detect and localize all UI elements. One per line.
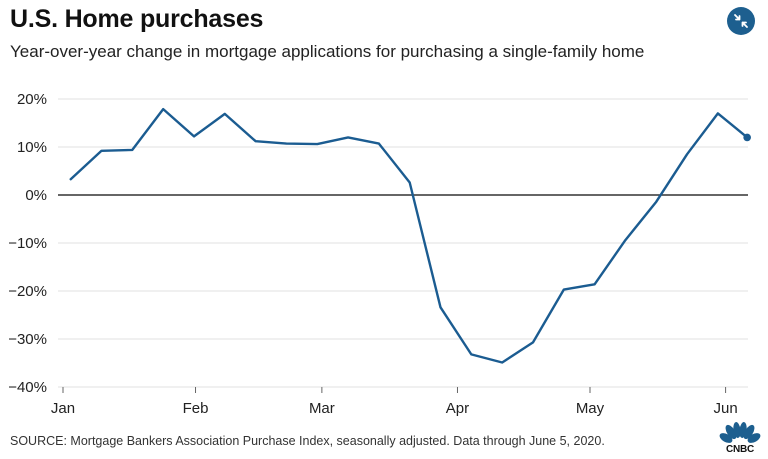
x-tick-label: Jun — [713, 400, 737, 417]
cnbc-logo: CNBC — [715, 422, 765, 456]
x-axis: Jan Feb Mar Apr May Jun — [51, 387, 738, 417]
x-tick-label: May — [576, 400, 605, 417]
x-tick-label: Apr — [446, 400, 469, 417]
collapse-arrows-icon — [734, 14, 748, 28]
y-tick-label: 20% — [17, 91, 47, 108]
y-tick-label: −40% — [8, 379, 47, 396]
y-tick-label: 0% — [25, 187, 47, 204]
y-tick-label: −20% — [8, 283, 47, 300]
last-point-marker — [743, 133, 751, 142]
chart-subtitle: Year-over-year change in mortgage applic… — [10, 42, 645, 61]
x-tick-label: Jan — [51, 400, 75, 417]
y-tick-label: −30% — [8, 331, 47, 348]
series-layer — [69, 107, 751, 364]
y-tick-label: 10% — [17, 139, 47, 156]
grid-layer — [58, 98, 748, 388]
series-line — [69, 107, 749, 364]
source-note: SOURCE: Mortgage Bankers Association Pur… — [10, 434, 605, 448]
collapse-button[interactable] — [727, 7, 755, 35]
x-tick-label: Feb — [183, 400, 209, 417]
y-tick-label: −10% — [8, 235, 47, 252]
peacock-icon — [719, 422, 761, 443]
page-title: U.S. Home purchases — [10, 5, 264, 33]
logo-text: CNBC — [725, 444, 755, 455]
y-axis: 20% 10% 0% −10% −20% −30% −40% — [8, 91, 47, 396]
x-tick-label: Mar — [309, 400, 335, 417]
